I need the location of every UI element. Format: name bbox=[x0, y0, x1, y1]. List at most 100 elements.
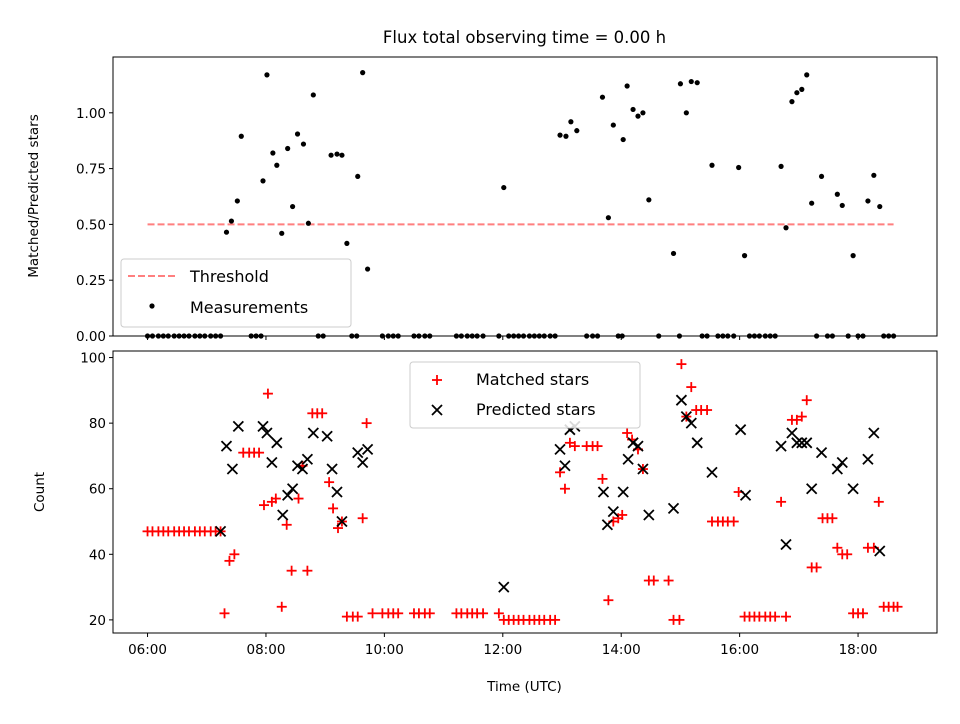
predicted-point-b bbox=[261, 427, 273, 439]
predicted-point bbox=[266, 456, 278, 469]
measurement-point bbox=[646, 197, 652, 203]
predicted-point bbox=[847, 483, 859, 495]
predicted-point-b bbox=[232, 420, 244, 433]
matched-point bbox=[597, 473, 608, 484]
measurement-point bbox=[624, 83, 630, 89]
matched-point bbox=[842, 549, 853, 560]
legend-predicted-swatch-b bbox=[431, 404, 443, 416]
measurement-point bbox=[709, 162, 715, 168]
x-tick-label: 06:00 bbox=[128, 642, 167, 658]
measurement-point bbox=[279, 230, 285, 236]
measurement-point bbox=[736, 164, 742, 171]
predicted-point bbox=[691, 437, 703, 449]
predicted-point bbox=[357, 456, 369, 469]
predicted-point bbox=[220, 440, 233, 452]
matched-point bbox=[648, 575, 659, 586]
predicted-point bbox=[261, 427, 273, 439]
predicted-point bbox=[622, 453, 634, 465]
matched-point bbox=[796, 411, 807, 422]
matched-point bbox=[592, 441, 603, 452]
measurement-point bbox=[620, 136, 626, 143]
matched-point bbox=[857, 608, 868, 619]
predicted-point bbox=[607, 506, 619, 518]
predicted-point bbox=[554, 443, 566, 456]
predicted-point bbox=[321, 430, 333, 442]
x-tick-label: 08:00 bbox=[247, 642, 286, 658]
predicted-point-b bbox=[675, 394, 688, 406]
predicted-point-b bbox=[257, 420, 269, 433]
predicted-point-b bbox=[331, 486, 343, 498]
predicted-point bbox=[307, 427, 319, 439]
matched-point bbox=[224, 555, 235, 566]
predicted-point-b bbox=[277, 509, 289, 521]
predicted-point-b bbox=[554, 443, 566, 456]
measurement-point bbox=[834, 191, 840, 197]
matched-point bbox=[361, 418, 372, 429]
matched-point bbox=[424, 608, 435, 619]
top-plot-area: 0.00 0.25 0.50 0.75 1.00 bbox=[76, 56, 938, 345]
matched-point bbox=[801, 395, 812, 406]
top-y-tick-label: 0.50 bbox=[76, 217, 106, 233]
predicted-point-b bbox=[667, 502, 680, 515]
measurement-point bbox=[783, 225, 789, 231]
matched-point bbox=[219, 608, 230, 619]
predicted-point-b bbox=[862, 453, 874, 465]
measurement-point bbox=[683, 110, 689, 116]
measurement-point bbox=[741, 253, 748, 259]
measurement-point bbox=[260, 178, 266, 184]
predicted-point-b bbox=[691, 437, 703, 449]
predicted-point bbox=[680, 410, 692, 423]
matched-point bbox=[728, 516, 739, 527]
predicted-point-b bbox=[321, 430, 333, 442]
predicted-point bbox=[232, 420, 244, 433]
predicted-point bbox=[601, 519, 614, 531]
matched-point bbox=[676, 359, 687, 370]
matched-point bbox=[286, 565, 297, 576]
predicted-point bbox=[801, 437, 813, 449]
predicted-point bbox=[780, 538, 792, 551]
bottom-y-tick-label: 60 bbox=[89, 482, 106, 498]
matched-point bbox=[302, 565, 313, 576]
predicted-point-b bbox=[214, 525, 227, 537]
x-tick-label: 12:00 bbox=[483, 642, 522, 658]
predicted-point bbox=[282, 489, 294, 501]
predicted-point-b bbox=[739, 489, 752, 501]
top-y-tick-label: 0.75 bbox=[76, 162, 106, 178]
x-tick-label: 10:00 bbox=[365, 642, 404, 658]
predicted-point bbox=[352, 447, 364, 459]
matched-point bbox=[674, 614, 685, 625]
measurement-point bbox=[865, 198, 871, 204]
predicted-point bbox=[277, 509, 289, 521]
predicted-point bbox=[675, 394, 688, 406]
measurement-point bbox=[809, 200, 815, 206]
predicted-point-b bbox=[874, 545, 886, 557]
predicted-point-b bbox=[597, 486, 610, 498]
predicted-point-b bbox=[632, 440, 644, 452]
legend-measurements-label: Measurements bbox=[190, 298, 308, 317]
matched-point bbox=[229, 549, 240, 560]
predicted-point-b bbox=[326, 463, 338, 475]
predicted-point-b bbox=[622, 453, 634, 465]
top-y-axis-label: Matched/Predicted stars bbox=[26, 114, 42, 277]
matched-point bbox=[262, 388, 273, 399]
matched-point bbox=[281, 519, 292, 530]
predicted-point bbox=[786, 427, 798, 439]
legend-predicted-label: Predicted stars bbox=[476, 400, 596, 419]
measurement-point bbox=[339, 152, 345, 158]
measurement-point bbox=[501, 184, 507, 191]
measurement-point bbox=[850, 253, 856, 259]
measurement-point bbox=[635, 113, 641, 119]
measurement-point bbox=[794, 90, 800, 96]
matched-point bbox=[352, 611, 363, 622]
measurement-point bbox=[360, 70, 366, 76]
measurement-point bbox=[557, 132, 563, 138]
predicted-point-b bbox=[847, 483, 859, 495]
bottom-legend: Matched stars Predicted stars bbox=[409, 361, 641, 429]
measurement-point bbox=[688, 78, 694, 85]
top-y-tick-label: 1.00 bbox=[76, 106, 106, 122]
matched-point bbox=[827, 513, 838, 524]
x-axis-label: Time (UTC) bbox=[486, 679, 562, 695]
bottom-y-tick-label: 80 bbox=[89, 416, 106, 432]
predicted-point bbox=[667, 502, 680, 515]
predicted-point-b bbox=[680, 410, 692, 423]
